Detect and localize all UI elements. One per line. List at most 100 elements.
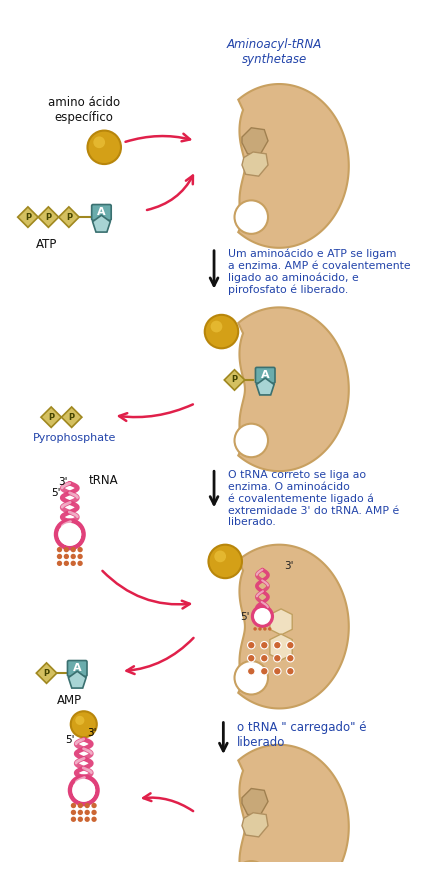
Text: 5': 5' (51, 488, 60, 498)
Circle shape (71, 561, 76, 566)
Text: AMP: AMP (57, 694, 82, 706)
Circle shape (214, 551, 226, 563)
Circle shape (75, 716, 84, 725)
Polygon shape (238, 745, 349, 893)
Text: P: P (45, 213, 52, 221)
Text: 5': 5' (240, 613, 250, 622)
Text: A: A (97, 207, 106, 218)
Circle shape (235, 423, 268, 457)
Circle shape (254, 627, 257, 630)
Circle shape (71, 711, 97, 738)
Text: 3': 3' (284, 561, 293, 572)
Polygon shape (18, 207, 38, 228)
Text: P: P (48, 413, 54, 421)
Text: P: P (66, 213, 72, 221)
Polygon shape (242, 152, 268, 176)
Text: P: P (44, 669, 49, 678)
Polygon shape (238, 84, 349, 248)
Circle shape (78, 816, 83, 822)
Circle shape (64, 547, 69, 552)
Text: Pyrophosphate: Pyrophosphate (33, 433, 116, 443)
Polygon shape (41, 407, 61, 428)
Circle shape (72, 779, 95, 802)
Circle shape (287, 655, 294, 662)
Circle shape (85, 810, 90, 815)
Circle shape (261, 641, 268, 649)
Circle shape (78, 561, 83, 566)
Text: o tRNA " carregado" é
liberado: o tRNA " carregado" é liberado (237, 722, 367, 749)
Circle shape (58, 523, 81, 546)
Polygon shape (238, 307, 349, 472)
Circle shape (64, 554, 69, 559)
Circle shape (71, 803, 76, 808)
Text: 5': 5' (65, 735, 75, 745)
Circle shape (268, 627, 272, 630)
Polygon shape (270, 609, 292, 635)
Circle shape (71, 816, 76, 822)
Circle shape (64, 561, 69, 566)
Polygon shape (224, 370, 245, 390)
Circle shape (261, 668, 268, 675)
Text: A: A (261, 371, 269, 380)
Circle shape (91, 810, 97, 815)
Circle shape (78, 547, 83, 552)
Polygon shape (238, 545, 349, 708)
Text: P: P (232, 375, 238, 385)
Text: amino ácido
específico: amino ácido específico (48, 96, 120, 124)
Circle shape (261, 655, 268, 662)
Circle shape (247, 641, 255, 649)
Circle shape (273, 668, 281, 675)
Text: tRNA: tRNA (88, 474, 118, 487)
Circle shape (235, 661, 268, 695)
Polygon shape (38, 207, 59, 228)
Circle shape (287, 668, 294, 675)
Circle shape (235, 861, 268, 893)
Polygon shape (68, 672, 86, 689)
Circle shape (71, 554, 76, 559)
Circle shape (209, 545, 242, 578)
Circle shape (247, 668, 255, 675)
Circle shape (93, 137, 105, 148)
Circle shape (91, 816, 97, 822)
Text: A: A (73, 663, 82, 673)
FancyBboxPatch shape (67, 661, 87, 676)
Polygon shape (59, 207, 79, 228)
Circle shape (87, 130, 121, 164)
Circle shape (91, 803, 97, 808)
Polygon shape (61, 407, 82, 428)
Text: O tRNA correto se liga ao
enzima. O aminoácido
é covalentemente ligado á
extremi: O tRNA correto se liga ao enzima. O amin… (228, 471, 399, 527)
Polygon shape (242, 128, 268, 154)
Circle shape (273, 641, 281, 649)
Circle shape (247, 655, 255, 662)
Text: Um aminoácido e ATP se ligam
a enzima. AMP é covalentemente
ligado ao aminoácido: Um aminoácido e ATP se ligam a enzima. A… (228, 249, 411, 296)
Circle shape (57, 554, 62, 559)
Circle shape (205, 315, 238, 348)
Circle shape (78, 554, 83, 559)
Circle shape (235, 200, 268, 234)
FancyBboxPatch shape (92, 204, 111, 221)
Text: 3': 3' (87, 728, 97, 738)
Polygon shape (256, 378, 274, 395)
Circle shape (71, 810, 76, 815)
Circle shape (211, 321, 222, 332)
Circle shape (273, 655, 281, 662)
Circle shape (71, 547, 76, 552)
Circle shape (287, 641, 294, 649)
Polygon shape (242, 813, 268, 837)
Circle shape (78, 810, 83, 815)
Polygon shape (93, 215, 110, 232)
Circle shape (57, 547, 62, 552)
Circle shape (85, 816, 90, 822)
Circle shape (85, 803, 90, 808)
Polygon shape (242, 789, 268, 814)
Circle shape (78, 803, 83, 808)
Circle shape (57, 561, 62, 566)
Text: ATP: ATP (36, 238, 57, 251)
Circle shape (254, 608, 271, 625)
FancyBboxPatch shape (255, 367, 275, 383)
Circle shape (263, 627, 267, 630)
Text: 3': 3' (59, 478, 68, 488)
Polygon shape (36, 663, 57, 683)
Text: Aminoacyl-tRNA
synthetase: Aminoacyl-tRNA synthetase (227, 38, 322, 66)
Polygon shape (270, 634, 292, 660)
